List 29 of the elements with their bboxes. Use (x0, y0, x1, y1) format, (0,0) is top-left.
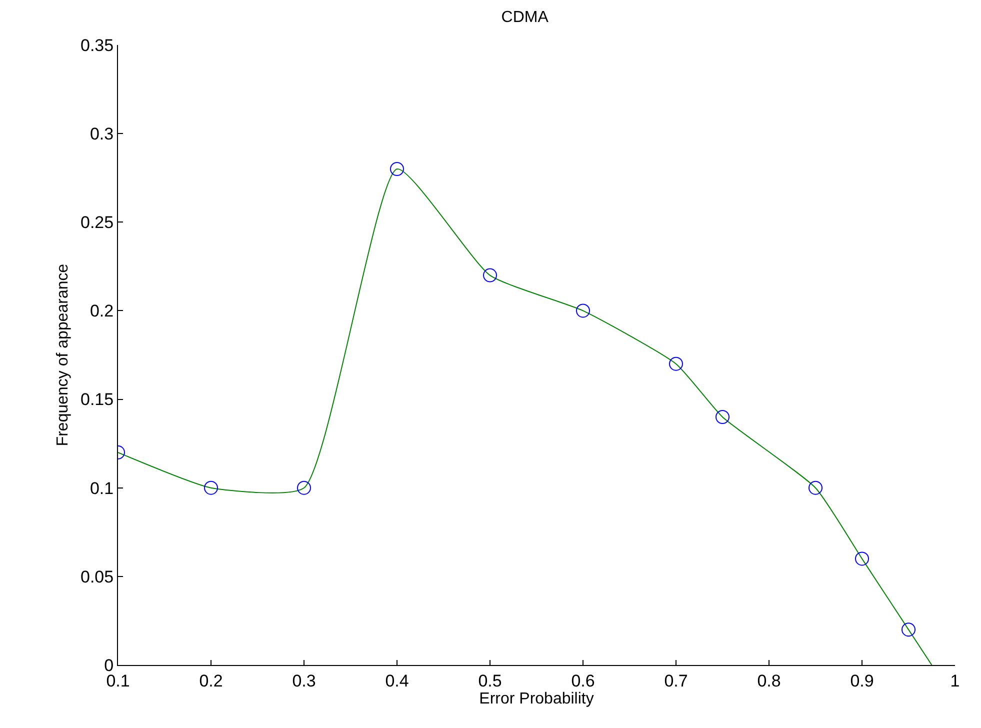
y-axis-title: Frequency of appearance (54, 264, 72, 446)
point (390, 162, 404, 176)
point (576, 304, 590, 318)
y-tick-label: 0.35 (80, 36, 114, 55)
x-tick-label: 0.3 (292, 671, 316, 690)
point (483, 268, 497, 282)
point (902, 622, 916, 637)
x-axis-title: Error Probability (479, 690, 594, 708)
y-tick-label: 0.3 (90, 124, 114, 144)
x-tick-label: 0.9 (850, 671, 874, 690)
x-tick-label: 0.2 (199, 671, 223, 690)
x-tick-label: 1 (950, 671, 960, 690)
point (855, 552, 869, 566)
x-tick-label: 0.7 (664, 671, 688, 690)
point (669, 356, 683, 371)
y-tick-label: 0.15 (80, 390, 114, 410)
point (808, 480, 822, 495)
y-tick-label: 0.2 (90, 302, 114, 321)
chart-title: CDMA (501, 9, 549, 26)
y-tick-label: 0.25 (80, 213, 114, 232)
x-tick-label: 0.6 (571, 671, 595, 690)
point (204, 480, 218, 495)
y-tick-label: 0.1 (90, 478, 114, 498)
x-tick-label: 0.5 (478, 671, 502, 690)
point (297, 480, 311, 495)
point (716, 410, 730, 424)
x-tick-label: 0.8 (757, 671, 781, 690)
x-tick-label: 0.4 (385, 671, 409, 690)
y-tick-label: 0.05 (80, 567, 114, 586)
